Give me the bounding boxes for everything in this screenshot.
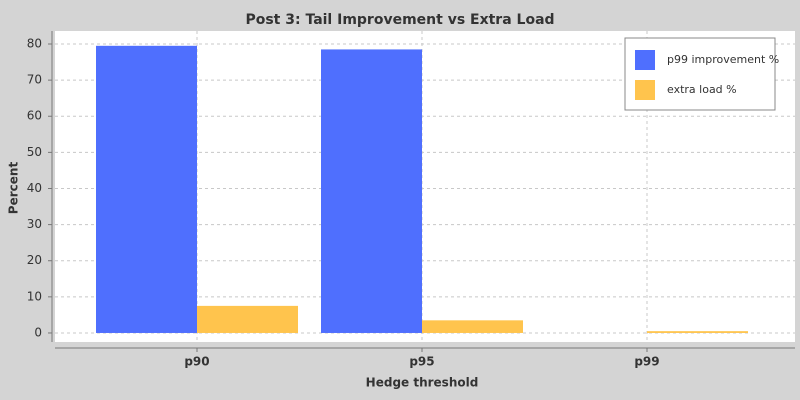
bar bbox=[422, 320, 523, 333]
bar bbox=[647, 331, 748, 333]
x-tick-label: p90 bbox=[184, 355, 209, 369]
y-axis-label: Percent bbox=[7, 162, 21, 215]
chart-title: Post 3: Tail Improvement vs Extra Load bbox=[245, 12, 554, 28]
y-tick-label: 40 bbox=[27, 181, 42, 195]
y-tick-label: 20 bbox=[27, 253, 42, 267]
x-tick-label: p99 bbox=[634, 355, 659, 369]
x-tick-label: p95 bbox=[409, 355, 434, 369]
y-tick-label: 70 bbox=[27, 73, 42, 87]
x-axis-label: Hedge threshold bbox=[366, 376, 479, 390]
y-tick-label: 60 bbox=[27, 109, 42, 123]
bar bbox=[321, 49, 422, 333]
y-tick-label: 0 bbox=[34, 325, 42, 339]
y-tick-label: 80 bbox=[27, 37, 42, 51]
bar bbox=[197, 305, 298, 333]
legend-label: extra load % bbox=[667, 83, 737, 96]
y-tick-label: 50 bbox=[27, 145, 42, 159]
legend-swatch bbox=[635, 50, 655, 70]
y-tick-label: 30 bbox=[27, 217, 42, 231]
y-tick-label: 10 bbox=[27, 289, 42, 303]
legend-swatch bbox=[635, 80, 655, 100]
legend-label: p99 improvement % bbox=[667, 53, 779, 66]
bar bbox=[96, 45, 197, 333]
